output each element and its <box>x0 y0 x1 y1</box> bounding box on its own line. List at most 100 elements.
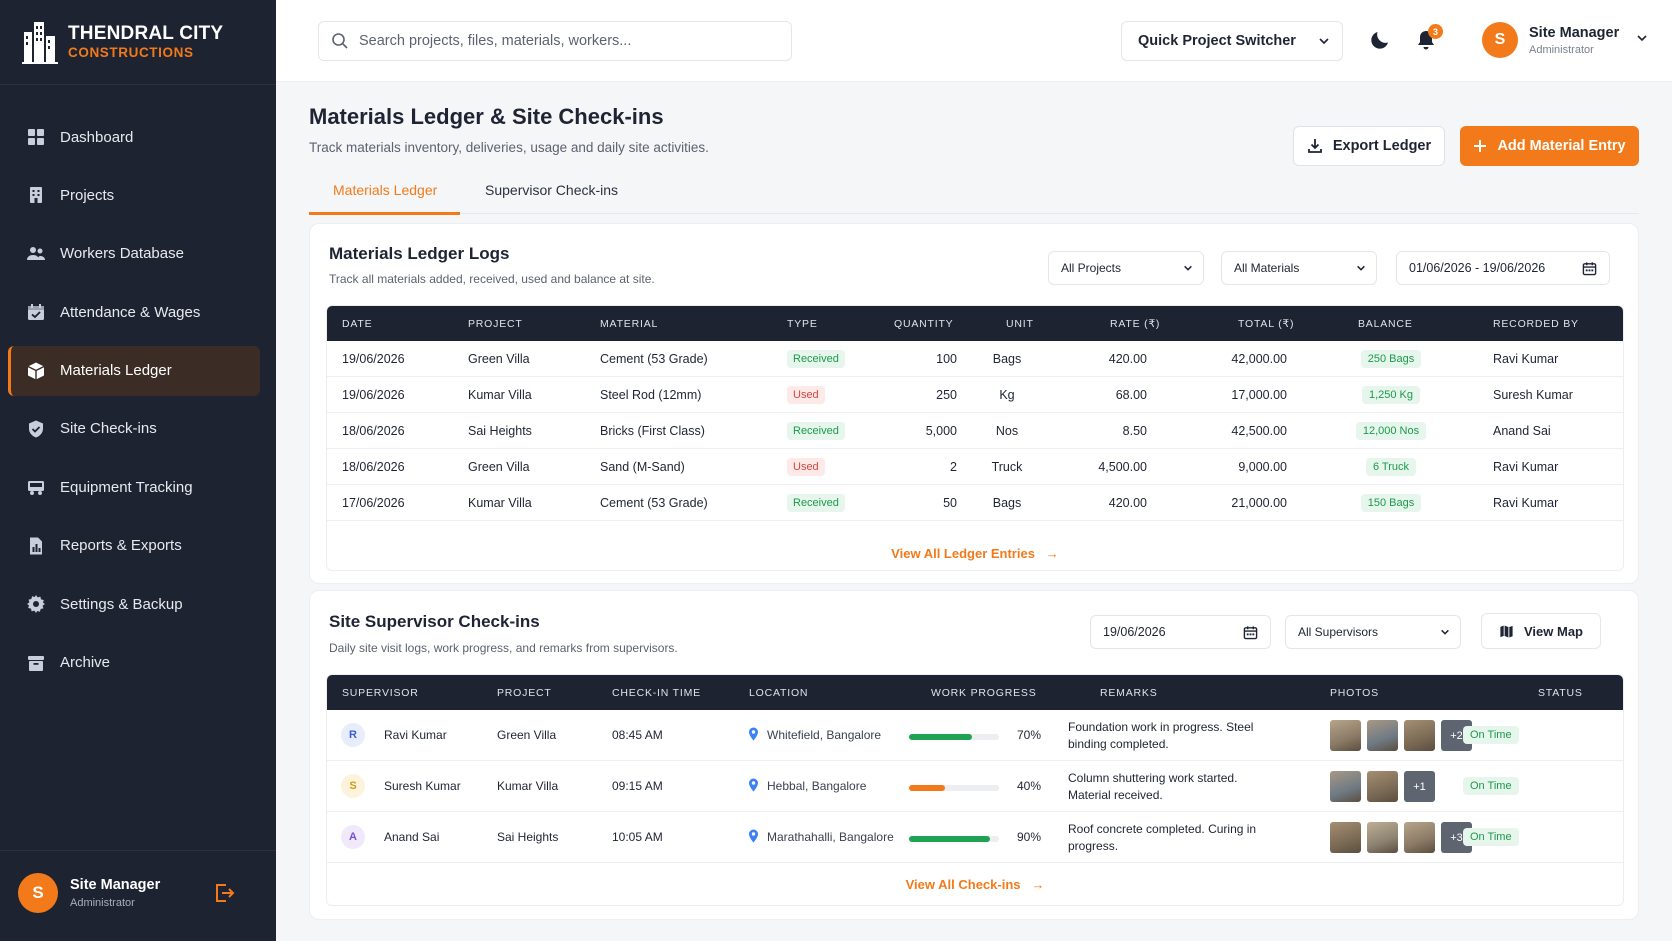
column-header: QUANTITY <box>894 318 954 330</box>
table-row[interactable]: 19/06/2026 Kumar Villa Steel Rod (12mm) Use… <box>327 377 1623 413</box>
sidebar-item-reports[interactable]: Reports & Exports <box>8 521 260 571</box>
sidebar-item-label: Materials Ledger <box>60 362 172 380</box>
table-row[interactable]: 18/06/2026 Sai Heights Bricks (First Class… <box>327 413 1623 449</box>
table-header: SUPERVISOR PROJECT CHECK-IN TIME LOCATIO… <box>327 675 1623 710</box>
site-photo-thumbnail[interactable] <box>1404 720 1435 751</box>
plus-icon <box>1474 140 1487 152</box>
column-header: TYPE <box>787 318 818 330</box>
sidebar-item-label: Archive <box>60 654 111 672</box>
site-photo-thumbnail[interactable] <box>1367 720 1398 751</box>
sidebar-item-label: Workers Database <box>60 245 184 263</box>
calendar-check-icon <box>26 302 46 322</box>
tab-bar: Materials Ledger Supervisor Check-ins <box>309 174 1639 215</box>
cell-recorded-by: Ravi Kumar <box>1493 352 1559 366</box>
sidebar-item-archive[interactable]: Archive <box>8 638 260 688</box>
site-photo-thumbnail[interactable] <box>1367 822 1398 853</box>
project-filter-value: All Projects <box>1061 261 1122 275</box>
site-photo-thumbnail[interactable] <box>1330 822 1361 853</box>
more-photos-badge[interactable]: +1 <box>1404 771 1435 802</box>
moon-icon[interactable] <box>1368 28 1392 52</box>
cell-rate: 8.50 <box>1122 424 1147 438</box>
tab-supervisor-checkins[interactable]: Supervisor Check-ins <box>485 182 619 198</box>
table-row[interactable]: R Ravi Kumar Green Villa 08:45 AM Whitefield… <box>327 710 1623 761</box>
column-header: MATERIAL <box>600 318 659 330</box>
site-photo-thumbnail[interactable] <box>1404 822 1435 853</box>
logout-icon[interactable] <box>212 881 236 905</box>
project-filter-select[interactable]: All Projects <box>1048 251 1204 285</box>
export-label: Export Ledger <box>1332 138 1432 154</box>
sidebar-item-workers[interactable]: Workers Database <box>8 229 260 279</box>
supervisor-filter-select[interactable]: All Supervisors <box>1285 615 1461 649</box>
users-icon <box>26 244 46 264</box>
cell-quantity: 250 <box>936 388 957 402</box>
column-header: SUPERVISOR <box>342 687 419 699</box>
user-menu[interactable]: S Site Manager Administrator <box>1482 22 1619 58</box>
site-photo-thumbnail[interactable] <box>1330 720 1361 751</box>
sidebar-item-materials-ledger[interactable]: Materials Ledger <box>8 345 260 396</box>
sidebar-item-site-checkins[interactable]: Site Check-ins <box>8 404 260 454</box>
sidebar-item-label: Settings & Backup <box>60 595 183 613</box>
cell-quantity: 5,000 <box>925 424 957 438</box>
tab-materials-ledger[interactable]: Materials Ledger <box>333 182 438 198</box>
cell-material: Cement (53 Grade) <box>600 352 708 366</box>
cell-total: 21,000.00 <box>1231 496 1287 510</box>
column-header: LOCATION <box>749 687 809 699</box>
material-filter-select[interactable]: All Materials <box>1221 251 1377 285</box>
chevron-down-icon <box>1184 265 1192 271</box>
progress-value: 90% <box>1017 830 1042 844</box>
location-pin-icon <box>749 829 758 843</box>
site-photo-thumbnail[interactable] <box>1330 771 1361 802</box>
view-map-label: View Map <box>1523 623 1583 639</box>
cell-total: 42,500.00 <box>1231 424 1287 438</box>
progress-fill <box>909 836 990 842</box>
progress-bar <box>909 734 999 740</box>
cell-unit: Bags <box>992 352 1022 366</box>
view-all-checkins-link[interactable]: View All Check-ins → <box>327 877 1623 892</box>
chevron-down-icon <box>1357 265 1365 271</box>
column-header: TOTAL (₹) <box>1238 318 1295 330</box>
search-input[interactable] <box>359 33 759 49</box>
table-row[interactable]: S Suresh Kumar Kumar Villa 09:15 AM Hebbal, … <box>327 761 1623 812</box>
progress-value: 40% <box>1017 779 1042 793</box>
status-badge: On Time <box>1463 777 1519 795</box>
project-switcher-select[interactable]: Quick Project Switcher <box>1121 21 1343 61</box>
supervisor-avatar: S <box>341 774 365 798</box>
add-material-entry-button[interactable]: Add Material Entry <box>1460 126 1639 166</box>
site-photo-thumbnail[interactable] <box>1367 771 1398 802</box>
search-box[interactable] <box>318 21 792 61</box>
column-header: STATUS <box>1538 687 1583 699</box>
sidebar-user-panel: S Site Manager Administrator <box>0 850 276 941</box>
export-ledger-button[interactable]: Export Ledger <box>1293 126 1445 166</box>
sidebar-item-equipment[interactable]: Equipment Tracking <box>8 462 260 512</box>
supervisor-checkins-card: Site Supervisor Check-ins Daily site vis… <box>309 590 1639 920</box>
cell-remarks: Roof concrete completed. Curing in progr… <box>1068 822 1257 853</box>
table-row[interactable]: 17/06/2026 Kumar Villa Cement (53 Grade) Re… <box>327 485 1623 521</box>
chevron-down-icon <box>1441 629 1449 635</box>
chevron-down-icon[interactable] <box>1636 32 1648 44</box>
brand[interactable]: THENDRAL CITY CONSTRUCTIONS <box>22 18 223 64</box>
table-row[interactable]: A Anand Sai Sai Heights 10:05 AM Marathahall… <box>327 812 1623 863</box>
cell-checkin-time: 09:15 AM <box>612 779 663 793</box>
cell-remarks: Foundation work in progress. Steel bindi… <box>1068 720 1254 751</box>
view-map-button[interactable]: View Map <box>1481 613 1601 649</box>
avatar: S <box>18 873 58 913</box>
cell-recorded-by: Anand Sai <box>1493 424 1551 438</box>
cell-quantity: 2 <box>950 460 957 474</box>
cell-location: Whitefield, Bangalore <box>767 728 882 742</box>
sidebar-item-dashboard[interactable]: Dashboard <box>8 112 260 162</box>
cell-checkin-time: 10:05 AM <box>612 830 663 844</box>
checkin-date-field[interactable]: 19/06/2026 <box>1090 615 1271 649</box>
page-subtitle: Track materials inventory, deliveries, u… <box>309 140 709 155</box>
sidebar-item-projects[interactable]: Projects <box>8 170 260 220</box>
sidebar-user[interactable]: S Site Manager Administrator <box>18 873 160 913</box>
search-icon <box>332 33 348 49</box>
sidebar-item-settings[interactable]: Settings & Backup <box>8 579 260 629</box>
view-all-ledger-link[interactable]: View All Ledger Entries → <box>327 546 1623 561</box>
table-row[interactable]: 19/06/2026 Green Villa Cement (53 Grade) Re… <box>327 341 1623 377</box>
building-icon <box>26 185 46 205</box>
date-range-field[interactable]: 01/06/2026 - 19/06/2026 <box>1396 251 1610 285</box>
table-row[interactable]: 18/06/2026 Green Villa Sand (M-Sand) Used 2 T… <box>327 449 1623 485</box>
location-pin-icon <box>749 778 758 792</box>
sidebar-item-attendance[interactable]: Attendance & Wages <box>8 287 260 337</box>
column-header: RATE (₹) <box>1110 318 1161 330</box>
